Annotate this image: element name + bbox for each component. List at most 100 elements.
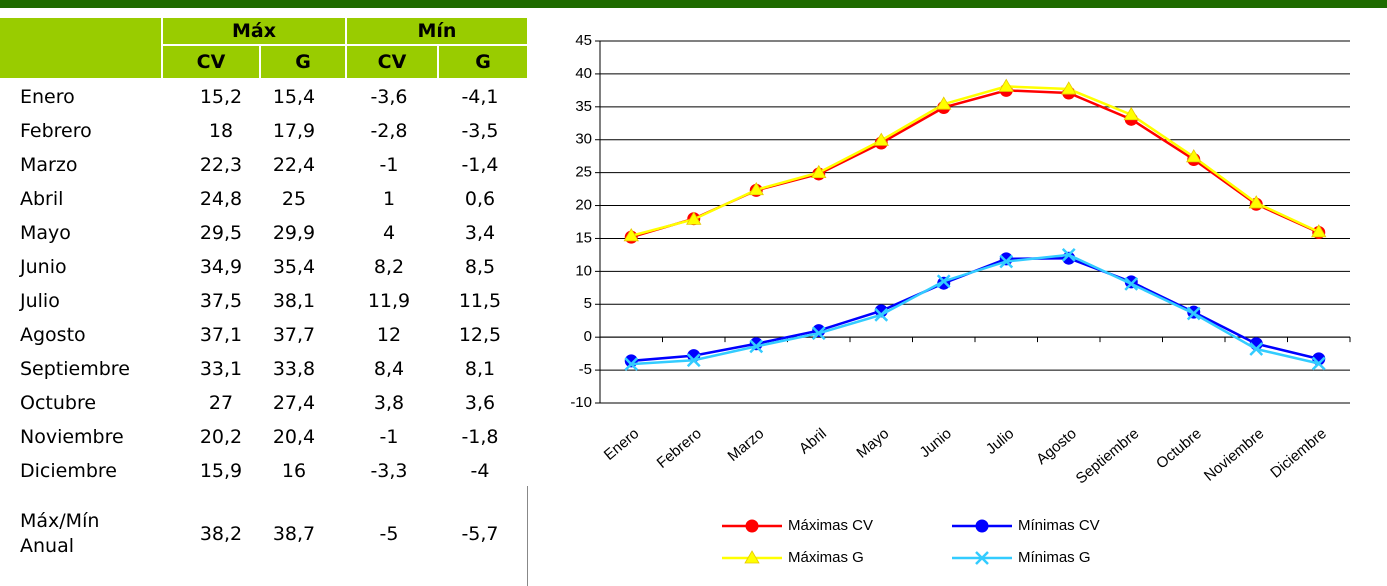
table-cell: 3,8 <box>373 392 405 414</box>
table-cell: 15,9 <box>199 460 243 482</box>
table-cell: 27 <box>208 392 234 414</box>
legend-marker <box>745 519 759 533</box>
row-label: Julio <box>20 290 60 312</box>
data-point <box>623 228 639 242</box>
legend-label: Mínimas CV <box>1018 517 1100 534</box>
legend-marker <box>975 519 989 533</box>
table-cell: 4 <box>382 222 396 244</box>
series-line <box>631 253 1320 366</box>
footer-cell: 38,7 <box>272 523 316 545</box>
y-tick-label: 45 <box>575 32 592 49</box>
table-cell: -4,1 <box>461 86 499 108</box>
series-line <box>630 89 1320 239</box>
table-cell: 8,4 <box>373 358 405 380</box>
data-point <box>1249 197 1263 211</box>
data-point <box>1186 306 1201 321</box>
data-point <box>873 132 889 146</box>
table-cell: 3,4 <box>464 222 496 244</box>
y-tick-label: -10 <box>570 394 592 411</box>
table-cell: 0,6 <box>464 188 496 210</box>
x-tick-label: Enero <box>601 425 643 464</box>
y-tick-label: 35 <box>575 98 592 115</box>
x-tick-label: Julio <box>983 425 1018 458</box>
row-label: Marzo <box>20 154 78 176</box>
table-cell: -3,6 <box>370 86 408 108</box>
row-label: Junio <box>20 256 67 278</box>
table-cell: 37,7 <box>272 324 316 346</box>
table-cell: 33,1 <box>199 358 243 380</box>
table-cell: 12,5 <box>458 324 502 346</box>
table-cell: 3,6 <box>464 392 496 414</box>
header-cell: Mín <box>347 18 527 44</box>
table: Máx Mín CV G CV G Enero 15,2 15,4 -3,6 -4,1 Febrero… <box>0 0 530 586</box>
table-cell: 25 <box>281 188 307 210</box>
series-line <box>631 256 1320 363</box>
row-label: Febrero <box>20 120 92 142</box>
table-cell: 33,8 <box>272 358 316 380</box>
table-cell: 15,4 <box>272 86 316 108</box>
data-point <box>999 254 1014 269</box>
y-tick-label: 15 <box>575 229 592 246</box>
row-label: Diciembre <box>20 460 117 482</box>
data-point <box>624 354 638 368</box>
data-point <box>874 304 888 318</box>
row-label: Octubre <box>20 392 97 414</box>
table-cell: -1 <box>379 426 399 448</box>
x-tick-label: Abril <box>796 425 830 457</box>
table-cell: 22,4 <box>272 154 316 176</box>
footer-cell: -5,7 <box>461 523 499 545</box>
data-point <box>874 136 888 150</box>
legend-marker <box>975 551 989 565</box>
legend-marker <box>744 550 760 564</box>
data-point <box>624 357 639 372</box>
table-cell: -3,3 <box>370 460 408 482</box>
table-cell: 11,5 <box>458 290 502 312</box>
data-point <box>687 212 701 226</box>
y-tick-label: 10 <box>575 262 592 279</box>
table-cell: 37,1 <box>199 324 243 346</box>
data-point <box>1187 305 1201 319</box>
data-point <box>937 276 951 290</box>
table-cell: 38,1 <box>272 290 316 312</box>
table-cell: 20,4 <box>272 426 316 448</box>
data-point <box>999 252 1013 266</box>
table-cell: 17,9 <box>272 120 316 142</box>
table-cell: 16 <box>281 460 307 482</box>
x-tick-label: Septiembre <box>1073 425 1143 487</box>
data-point <box>749 183 763 197</box>
table-cell: -1,4 <box>461 154 499 176</box>
table-cell: 24,8 <box>199 188 243 210</box>
footer-label: Máx/Mín Anual <box>20 510 100 557</box>
data-point <box>999 83 1013 97</box>
data-point <box>1124 275 1138 289</box>
subheader-cell: G <box>439 46 527 78</box>
y-tick-label: 0 <box>584 328 592 345</box>
x-tick-label: Mayo <box>853 425 892 462</box>
table-cell: -1,8 <box>461 426 499 448</box>
subheader-cell: G <box>261 46 345 78</box>
table-cell: 15,2 <box>199 86 243 108</box>
x-tick-label: Marzo <box>725 425 768 465</box>
data-point <box>811 164 827 179</box>
x-tick-label: Febrero <box>654 425 705 472</box>
data-point <box>1061 81 1077 95</box>
table-cell: 37,5 <box>199 290 243 312</box>
table-cell: 8,5 <box>464 256 496 278</box>
data-point <box>812 167 826 181</box>
data-point <box>1186 149 1202 163</box>
header-blank <box>0 18 161 78</box>
legend-label: Máximas CV <box>788 517 873 534</box>
table-cell: 8,1 <box>464 358 496 380</box>
subheader-cell: CV <box>347 46 437 78</box>
x-tick-label: Agosto <box>1033 425 1080 468</box>
table-cell: 35,4 <box>272 256 316 278</box>
footer-cell: 38,2 <box>199 523 243 545</box>
data-point <box>1311 356 1326 371</box>
data-point <box>1311 224 1327 238</box>
data-point <box>1123 106 1139 121</box>
footer-cell: -5 <box>379 523 399 545</box>
table-cell: 8,2 <box>373 256 405 278</box>
y-tick-label: 20 <box>575 197 592 214</box>
subheader-cell: CV <box>163 46 259 78</box>
